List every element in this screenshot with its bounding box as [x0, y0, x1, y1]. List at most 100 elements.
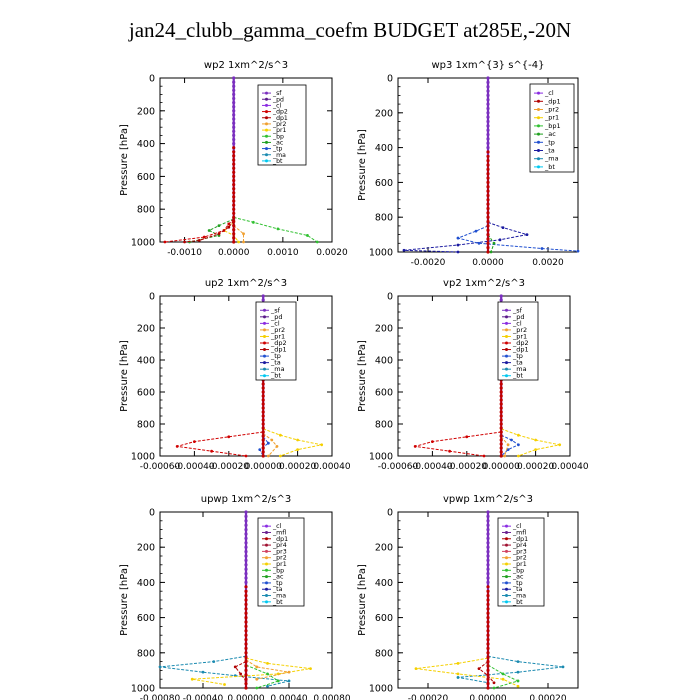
series-point: [456, 243, 460, 247]
legend-marker: [265, 581, 268, 585]
legend-entry: _dp2: [512, 339, 529, 347]
level-marker: [486, 237, 490, 241]
series-point: [212, 660, 216, 663]
x-tick-label: 0.00040: [551, 462, 588, 472]
x-tick-label: 0.0020: [316, 248, 348, 258]
y-tick-label: 600: [375, 613, 393, 624]
y-axis-label: Pressure [hPa]: [357, 129, 368, 201]
level-marker: [244, 682, 248, 686]
level-marker: [232, 92, 236, 96]
level-marker: [499, 430, 503, 434]
y-tick-label: 200: [375, 543, 393, 554]
y-tick-label: 0: [387, 292, 393, 303]
x-tick-label: 0.00080: [313, 694, 350, 700]
legend-marker: [265, 116, 268, 120]
legend-entry: _ma: [270, 365, 285, 373]
level-marker: [232, 195, 236, 199]
series-point: [193, 440, 196, 443]
level-marker: [499, 406, 503, 410]
series-line: [501, 428, 560, 457]
y-tick-label: 0: [387, 508, 393, 519]
legend-marker: [263, 308, 266, 312]
legend-entry: _pd: [272, 96, 284, 103]
legend-marker: [265, 103, 268, 107]
series-line: [415, 657, 519, 687]
level-marker: [499, 394, 503, 398]
series-point: [197, 238, 201, 242]
level-marker: [486, 532, 490, 536]
legend-marker: [265, 134, 268, 138]
level-marker: [486, 642, 490, 646]
level-marker: [244, 624, 248, 629]
level-marker: [244, 620, 248, 624]
legend-entry: _mfl: [272, 529, 286, 536]
y-tick-label: 800: [137, 205, 155, 216]
legend-marker: [265, 549, 268, 553]
series-point: [158, 665, 162, 669]
x-tick-label: 0.00000: [469, 694, 506, 700]
level-marker: [232, 84, 236, 88]
level-marker: [244, 528, 248, 532]
legend-marker: [505, 581, 508, 585]
y-tick-label: 0: [149, 74, 155, 85]
series-point: [516, 660, 520, 663]
x-tick-label: -0.0020: [411, 258, 446, 268]
level-marker: [486, 611, 490, 615]
plot-title: wp2 1xm^2/s^3: [204, 60, 288, 71]
series-point: [227, 435, 231, 439]
legend-entry: _bp: [272, 133, 284, 140]
level-marker: [232, 88, 236, 92]
y-tick-label: 200: [137, 543, 155, 554]
plot-title: upwp 1xm^2/s^3: [201, 494, 291, 505]
level-marker: [261, 390, 265, 394]
level-marker: [486, 241, 490, 245]
legend-marker: [265, 556, 268, 560]
legend-entry: _pr1: [272, 127, 287, 134]
level-marker: [244, 567, 248, 571]
series-point: [296, 448, 299, 451]
y-tick-label: 600: [375, 388, 393, 399]
series-point: [255, 686, 259, 690]
level-marker: [232, 224, 236, 228]
level-marker: [244, 545, 248, 549]
level-marker: [232, 137, 236, 142]
level-marker: [486, 159, 490, 163]
legend-entry: _bt: [512, 372, 523, 380]
level-marker: [244, 607, 248, 611]
x-tick-label: -0.00020: [447, 462, 488, 472]
level-marker: [486, 219, 490, 224]
y-tick-label: 1000: [369, 452, 393, 463]
level-marker: [232, 129, 236, 133]
y-axis-label: Pressure [hPa]: [357, 564, 368, 636]
level-marker: [499, 446, 503, 450]
level-marker: [486, 646, 490, 651]
series-point: [242, 232, 245, 236]
level-marker: [232, 240, 236, 244]
level-marker: [486, 620, 490, 624]
series-point: [207, 229, 211, 232]
level-marker: [486, 594, 490, 598]
x-tick-label: 0.00020: [279, 462, 316, 472]
level-marker: [499, 382, 503, 386]
level-marker: [486, 111, 490, 115]
series-point: [482, 454, 486, 458]
x-tick-label: 0.00000: [227, 694, 264, 700]
legend-marker: [505, 594, 508, 598]
level-marker: [486, 211, 490, 215]
level-marker: [244, 550, 248, 554]
level-marker: [261, 454, 265, 458]
legend-entry: _bt: [272, 599, 283, 606]
legend-entry: _ac: [544, 130, 556, 138]
level-marker: [232, 203, 236, 207]
series-point: [492, 681, 496, 685]
legend-entry: _pr2: [272, 555, 287, 562]
level-marker: [486, 202, 490, 206]
legend-entry: _ta: [272, 586, 283, 593]
series-point: [223, 683, 226, 686]
legend-entry: _tp: [512, 352, 523, 360]
level-marker: [232, 150, 236, 154]
level-marker: [232, 158, 236, 162]
series-line: [245, 664, 280, 689]
level-marker: [486, 215, 490, 219]
legend-entry: _pr2: [544, 106, 559, 114]
